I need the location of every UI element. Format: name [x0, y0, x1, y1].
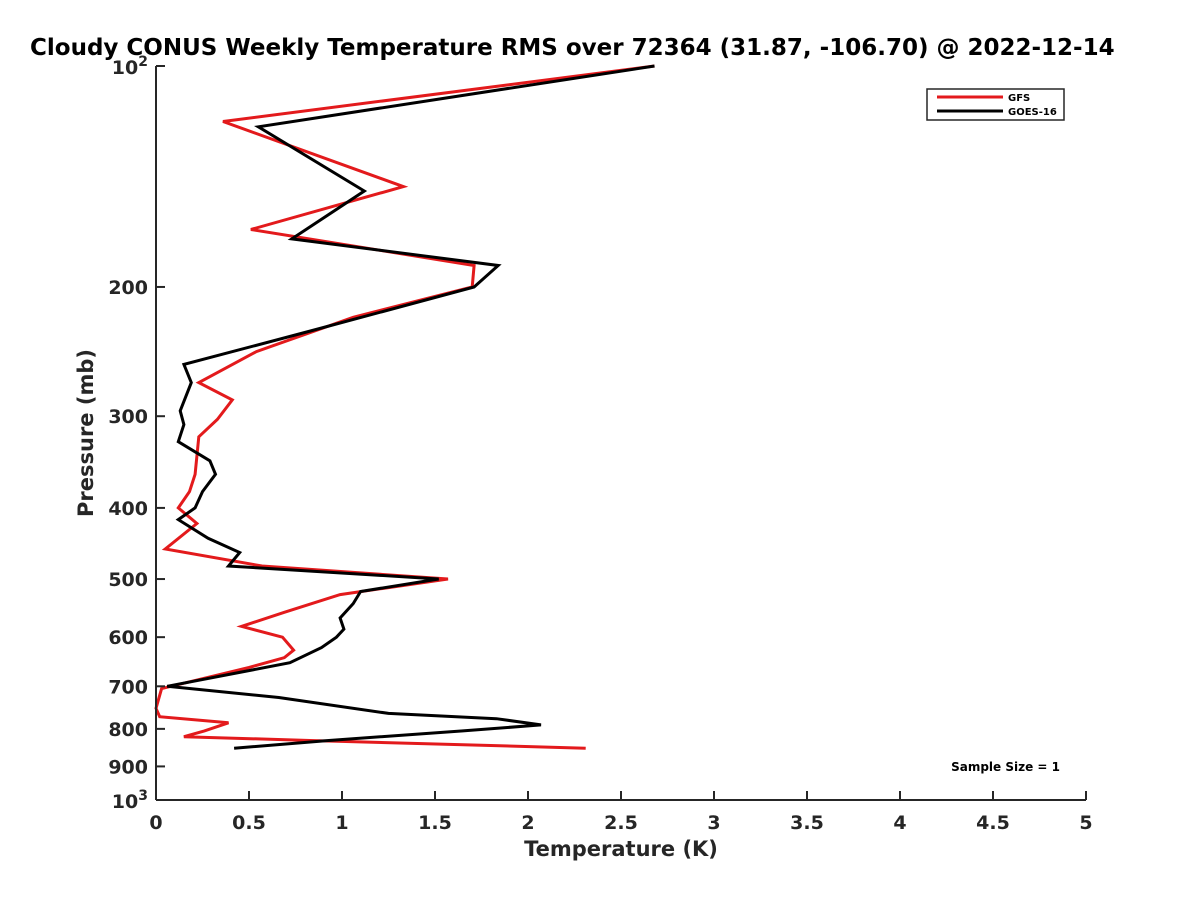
axes — [155, 66, 1086, 801]
x-tick-label: 0.5 — [232, 812, 266, 834]
y-tick-label: 103 — [112, 788, 148, 813]
x-tick-label: 3 — [707, 812, 720, 834]
sample-size-annotation: Sample Size = 1 — [951, 760, 1060, 774]
x-tick-label: 4 — [893, 812, 906, 834]
y-tick-label: 900 — [108, 756, 148, 778]
x-tick-label: 2.5 — [604, 812, 638, 834]
y-tick-label: 600 — [108, 627, 148, 649]
x-ticks: 0 0.5 1 1.5 2 2.5 3 3.5 4 4.5 5 — [149, 791, 1093, 834]
legend: GFS GOES-16 — [926, 88, 1065, 121]
series-line-gfs — [154, 64, 655, 750]
y-tick-label: 400 — [108, 498, 148, 520]
y-tick-exponent: 2 — [138, 54, 148, 70]
y-tick-exponent: 3 — [138, 788, 148, 804]
x-tick-label: 4.5 — [976, 812, 1010, 834]
x-tick-label: 3.5 — [790, 812, 824, 834]
y-tick-label: 300 — [108, 406, 148, 428]
series-layer — [154, 64, 655, 750]
x-tick-label: 1 — [335, 812, 348, 834]
y-tick-label: 800 — [108, 719, 148, 741]
x-tick-label: 5 — [1079, 812, 1092, 834]
chart-title: Cloudy CONUS Weekly Temperature RMS over… — [30, 35, 1115, 61]
y-tick-label: 500 — [108, 569, 148, 591]
legend-label: GFS — [1008, 93, 1030, 104]
legend-box — [926, 88, 1065, 121]
legend-label: GOES-16 — [1008, 107, 1057, 118]
y-tick-base: 10 — [112, 791, 138, 813]
y-tick-label: 102 — [112, 54, 148, 79]
y-axis-label: Pressure (mb) — [74, 349, 98, 517]
y-tick-label: 200 — [108, 277, 148, 299]
x-tick-label: 0 — [149, 812, 162, 834]
y-tick-base: 10 — [112, 57, 138, 79]
x-axis-label: Temperature (K) — [524, 837, 718, 861]
x-tick-label: 1.5 — [418, 812, 452, 834]
series-line-goes-16 — [166, 64, 655, 750]
y-tick-label: 700 — [108, 676, 148, 698]
x-tick-label: 2 — [521, 812, 534, 834]
